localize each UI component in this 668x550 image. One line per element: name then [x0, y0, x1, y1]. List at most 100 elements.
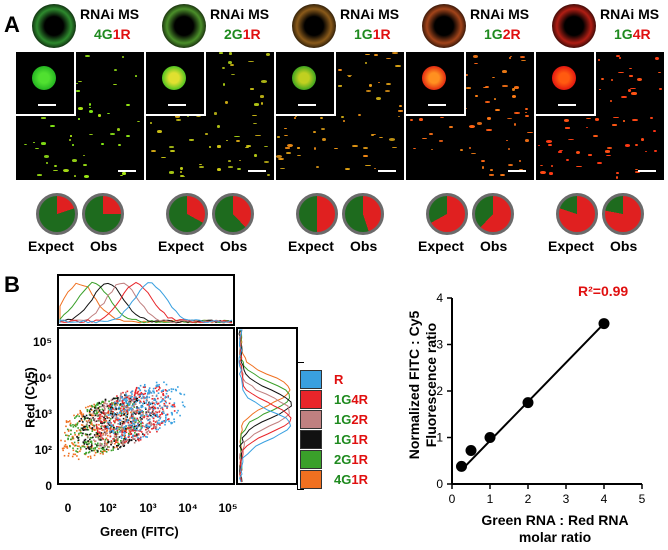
particle: [344, 167, 351, 170]
event-dot: [95, 420, 98, 423]
event-dot: [103, 406, 106, 409]
event-dot: [122, 412, 124, 415]
event-dot: [90, 445, 92, 448]
event-dot: [166, 407, 168, 409]
condition-title: RNAi MS: [80, 6, 140, 22]
event-dot: [72, 424, 74, 426]
event-dot: [103, 412, 105, 414]
event-dot: [115, 428, 118, 431]
particle: [371, 133, 377, 136]
particle: [236, 167, 241, 171]
event-dot: [86, 426, 89, 429]
event-dot: [92, 449, 95, 452]
event-dot: [109, 405, 111, 408]
event-dot: [102, 429, 105, 431]
event-dot: [121, 433, 123, 436]
obs-label: Obs: [350, 238, 378, 254]
event-dot: [67, 455, 70, 457]
event-dot: [84, 406, 87, 409]
event-dot: [130, 433, 132, 435]
event-dot: [155, 426, 158, 428]
event-dot: [142, 386, 145, 388]
event-dot: [78, 429, 81, 431]
event-dot: [65, 425, 67, 428]
event-dot: [132, 438, 134, 440]
particle: [505, 139, 509, 141]
event-dot: [71, 437, 74, 439]
event-dot: [167, 395, 169, 397]
event-dot: [133, 406, 136, 408]
event-dot: [131, 417, 134, 420]
event-dot: [111, 425, 114, 428]
event-dot: [130, 395, 132, 397]
particle: [616, 55, 621, 58]
event-dot: [138, 402, 141, 404]
event-dot: [100, 405, 103, 408]
event-dot: [133, 438, 136, 440]
event-dot: [151, 416, 154, 418]
particle: [263, 145, 268, 148]
particle: [122, 172, 126, 175]
particle: [312, 131, 316, 133]
event-dot: [154, 426, 157, 428]
event-dot: [105, 432, 108, 435]
event-dot: [112, 447, 115, 450]
event-dot: [126, 439, 129, 442]
event-dot: [158, 422, 161, 425]
event-dot: [100, 447, 103, 450]
event-dot: [97, 442, 99, 445]
event-dot: [111, 404, 114, 407]
event-dot: [84, 440, 86, 443]
event-dot: [130, 422, 133, 424]
right-histogram-curve: [238, 329, 292, 483]
legend-label-part: 1G: [334, 392, 352, 407]
event-dot: [129, 416, 132, 419]
particle: [160, 156, 166, 159]
event-dot: [114, 413, 117, 415]
event-dot: [122, 437, 125, 440]
event-dot: [117, 407, 120, 410]
event-dot: [112, 428, 115, 431]
particle: [168, 145, 174, 149]
legend-swatch: [300, 390, 322, 409]
event-dot: [137, 436, 139, 439]
x-tick-label: 3: [563, 492, 570, 506]
event-dot: [138, 423, 140, 426]
event-dot: [135, 389, 137, 391]
event-dot: [74, 417, 76, 419]
event-dot: [70, 433, 72, 436]
event-dot: [88, 442, 90, 445]
event-dot: [83, 439, 86, 442]
event-dot: [93, 449, 96, 452]
event-dot: [155, 415, 157, 418]
event-dot: [73, 445, 76, 447]
event-dot: [75, 415, 77, 418]
event-dot: [146, 428, 148, 430]
event-dot: [139, 413, 142, 416]
particle: [621, 95, 628, 99]
event-dot: [97, 434, 100, 437]
event-dot: [135, 426, 138, 428]
event-dot: [91, 427, 93, 430]
regression-xlabel-line2: molar ratio: [518, 529, 592, 545]
event-dot: [87, 443, 89, 446]
event-dot: [155, 385, 158, 387]
event-dot: [152, 427, 155, 430]
event-dot: [110, 409, 112, 412]
event-dot: [94, 448, 97, 450]
event-dot: [103, 440, 106, 443]
event-dot: [122, 391, 124, 394]
event-dot: [131, 415, 133, 418]
event-dot: [118, 443, 121, 446]
event-dot: [68, 420, 71, 422]
event-dot: [114, 406, 117, 409]
event-dot: [71, 442, 73, 444]
event-dot: [146, 415, 149, 418]
event-dot: [104, 419, 107, 422]
event-dot: [82, 441, 85, 443]
particle: [610, 78, 613, 81]
particle: [631, 92, 637, 95]
micrograph: [16, 52, 144, 180]
particle: [238, 159, 242, 161]
event-dot: [130, 427, 133, 430]
